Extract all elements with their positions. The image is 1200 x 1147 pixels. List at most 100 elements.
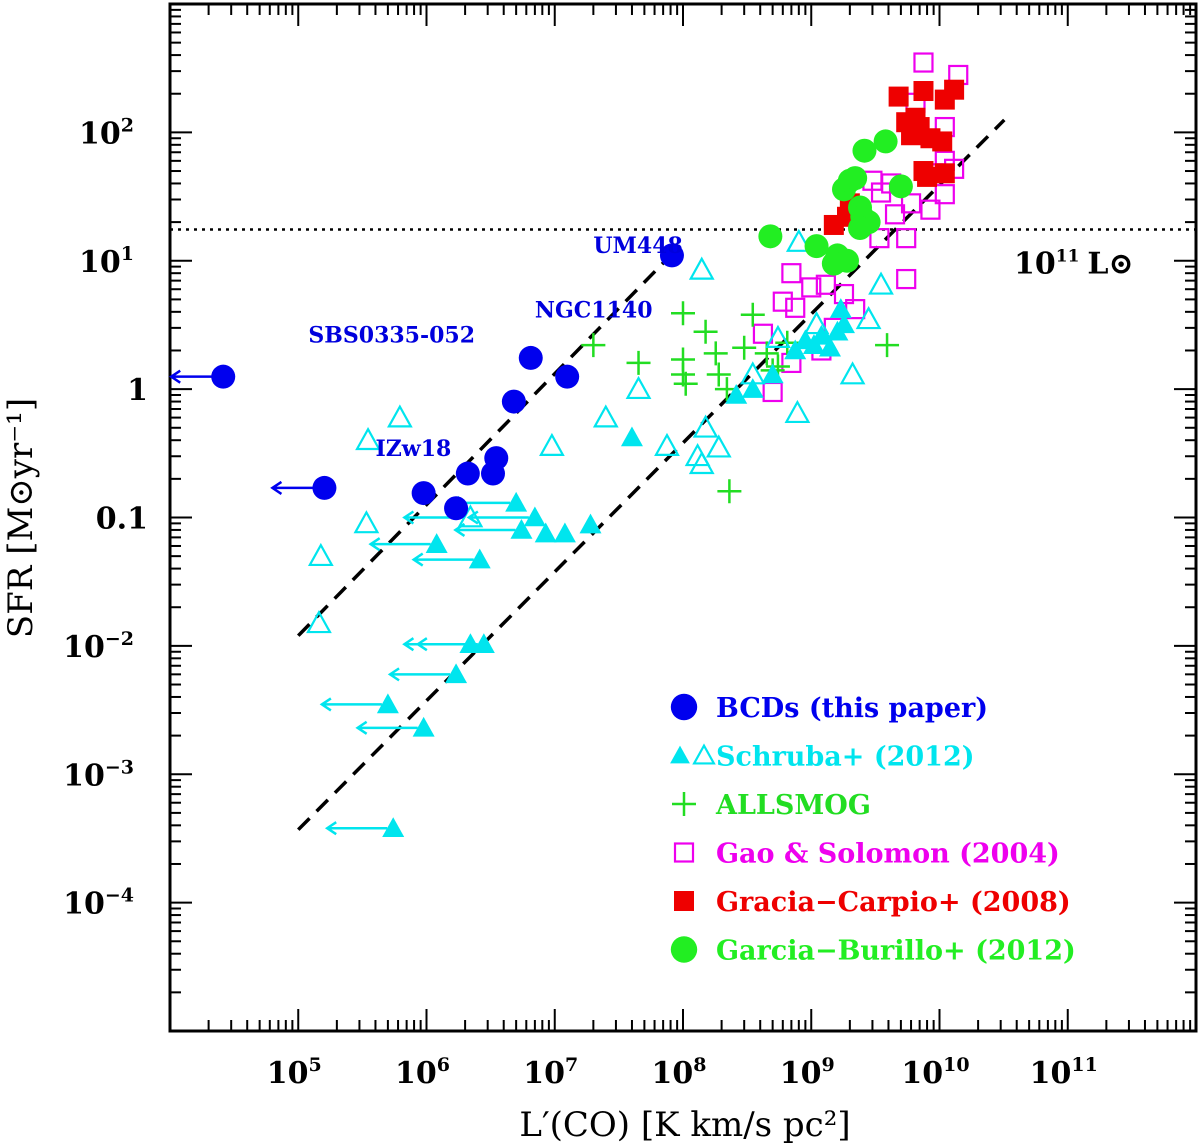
gracia-carpio-2008-point (888, 86, 909, 107)
upper-limit-arrow (387, 667, 451, 682)
schruba-open-point (784, 399, 811, 424)
gao-solomon-2004-point (781, 263, 802, 284)
x-tick-label: 109 (780, 1054, 835, 1091)
schruba-open-point (688, 256, 715, 280)
schruba-filled-point (376, 693, 399, 714)
allsmog-point (671, 362, 695, 387)
allsmog-point (581, 333, 606, 358)
gao-solomon-2004-point (884, 204, 906, 225)
x-tick-label: 1011 (1030, 1054, 1098, 1091)
schruba-open-point (692, 414, 719, 438)
fit-line (297, 118, 1006, 831)
schruba-filled-point (553, 522, 576, 543)
schruba-filled-point (412, 716, 435, 737)
schruba-open-point (868, 271, 894, 295)
schruba-open-point (785, 228, 812, 252)
gao-solomon-2004-point (762, 381, 783, 403)
upper-limit-arrow (402, 637, 465, 652)
garcia-burillo-2012-point (804, 234, 829, 259)
bcds-this-paper-point (555, 364, 580, 389)
schruba-filled-point (579, 513, 602, 534)
legend-marker (673, 842, 695, 863)
upper-limit-arrow (368, 537, 431, 552)
gao-solomon-2004-point (934, 184, 955, 205)
schruba-filled-point (725, 383, 748, 404)
schruba-open-point (306, 610, 332, 634)
gracia-carpio-2008-point (932, 131, 953, 152)
upper-limit-arrow (355, 720, 418, 735)
gracia-carpio-2008-point (913, 81, 934, 102)
upper-limit-arrow (324, 821, 388, 836)
reference-line-group: 1011 L⊙ (170, 228, 1196, 282)
allsmog-point (706, 362, 731, 387)
legend-label: ALLSMOG (715, 790, 871, 821)
schruba-filled-point (620, 426, 643, 447)
gao-solomon-2004-point (833, 283, 855, 305)
y-tick-label: 101 (79, 243, 134, 280)
bcds-this-paper-point (484, 446, 509, 471)
schruba-filled-point (505, 491, 528, 512)
legend-marker (692, 743, 716, 765)
schruba-open-point (705, 434, 732, 458)
upper-limit-arrow (270, 480, 315, 495)
schruba-open-point (387, 404, 413, 428)
y-tick-label: 10−4 (63, 885, 134, 922)
schruba-open-point (353, 510, 380, 534)
schruba-open-point (539, 432, 565, 456)
axis-tick-labels: 105 106 107 108 109 1010 1011 10−4 10−3 10−2 0.1 1 1… (63, 114, 1098, 1091)
y-tick-label: 10−3 (63, 756, 134, 793)
plot-border (168, 2, 1198, 1033)
gao-solomon-2004-point (869, 228, 890, 249)
legend-marker (674, 891, 694, 911)
upper-limit-arrow (411, 552, 474, 567)
legend-label: Gao & Solomon (2004) (716, 839, 1060, 870)
annotations: UM448 NGC1140 SBS0335-052 IZw18 (308, 233, 682, 462)
x-tick-label: 1010 (901, 1054, 969, 1091)
schruba-filled-point (425, 533, 448, 553)
y-tick-label: 102 (79, 114, 134, 151)
upper-limit-arrow (168, 369, 214, 384)
point-annotation: SBS0335-052 (308, 323, 475, 349)
y-tick-label: 10−2 (63, 628, 134, 665)
schruba-filled-point (829, 298, 852, 318)
schruba-open-point (625, 375, 652, 400)
garcia-burillo-2012-point (873, 129, 898, 154)
gao-solomon-2004-point (752, 323, 774, 344)
garcia-burillo-2012-point (852, 138, 877, 163)
legend: BCDs (this paper) Schruba+ (2012) ALLSMOG G… (670, 693, 1076, 967)
schruba-filled-point (459, 633, 482, 654)
legend-marker (672, 792, 696, 816)
schruba-open-point (855, 306, 882, 330)
point-annotation: UM448 (593, 233, 682, 259)
schruba-open-point (307, 542, 334, 567)
legend-marker (670, 693, 698, 721)
bcds-this-paper-point (411, 481, 436, 506)
bcds-this-paper-point (518, 345, 543, 370)
bcds-this-paper-point (444, 496, 469, 521)
gracia-carpio-2008-point (934, 163, 955, 184)
fit-lines (296, 118, 1006, 831)
axis-ticks (169, 4, 1196, 1032)
allsmog-point (693, 319, 718, 344)
schruba-filled-point (468, 548, 491, 569)
allsmog-point (703, 341, 728, 366)
schruba-filled-point (382, 817, 405, 837)
allsmog-point (717, 479, 742, 504)
data-points (168, 52, 969, 837)
y-axis-title: SFR [M⊙yr⁻¹] (1, 398, 41, 638)
upper-limit-arrow (319, 697, 382, 712)
schruba-open-point (839, 361, 866, 385)
allsmog-point (673, 371, 698, 396)
allsmog-point (732, 335, 757, 360)
plot-frame (168, 2, 1198, 1033)
schruba-open-point (765, 324, 791, 348)
legend-marker (670, 745, 690, 764)
allsmog-point (875, 333, 900, 358)
garcia-burillo-2012-point (821, 251, 846, 276)
schruba-filled-point (832, 313, 855, 334)
x-tick-label: 106 (395, 1054, 450, 1091)
fit-line (296, 254, 672, 637)
gao-solomon-2004-point (801, 277, 822, 298)
point-annotation: IZw18 (375, 436, 451, 462)
bcds-this-paper-point (455, 461, 480, 486)
